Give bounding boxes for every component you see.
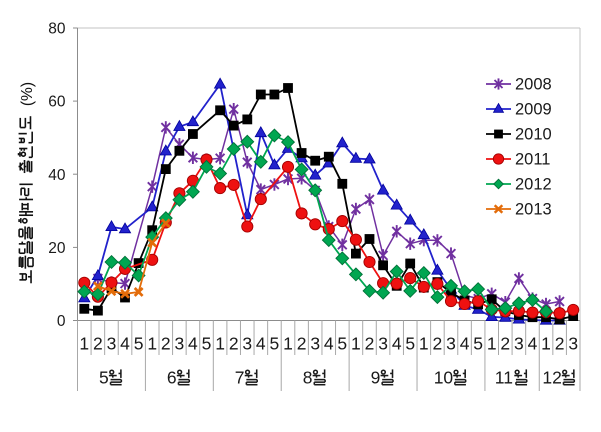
svg-text:1: 1 (541, 334, 551, 354)
svg-text:1: 1 (147, 334, 157, 354)
svg-text:5: 5 (202, 334, 212, 354)
svg-text:5: 5 (270, 334, 280, 354)
svg-text:4: 4 (324, 334, 334, 354)
svg-text:5: 5 (473, 334, 483, 354)
svg-text:9: 9 (371, 368, 381, 388)
svg-text:40: 40 (48, 167, 66, 184)
svg-text:2: 2 (433, 334, 443, 354)
svg-text:2: 2 (93, 334, 103, 354)
svg-text:1: 1 (351, 334, 361, 354)
svg-text:2009: 2009 (515, 101, 552, 119)
svg-text:1: 1 (419, 334, 429, 354)
svg-text:2011: 2011 (515, 151, 550, 169)
svg-text:3: 3 (378, 334, 388, 354)
svg-text:1: 1 (215, 334, 225, 354)
svg-text:3: 3 (310, 334, 320, 354)
svg-text:4: 4 (188, 334, 198, 354)
svg-text:2: 2 (500, 334, 510, 354)
svg-text:3: 3 (568, 334, 578, 354)
svg-text:12: 12 (542, 368, 561, 388)
svg-text:3: 3 (514, 334, 524, 354)
svg-text:2: 2 (161, 334, 171, 354)
svg-text:2: 2 (229, 334, 239, 354)
svg-text:6: 6 (167, 368, 177, 388)
svg-text:4: 4 (528, 334, 538, 354)
svg-text:2013: 2013 (515, 201, 552, 219)
svg-text:5: 5 (134, 334, 144, 354)
svg-text:5: 5 (99, 368, 109, 388)
svg-text:2: 2 (555, 334, 565, 354)
svg-text:8: 8 (303, 368, 313, 388)
svg-text:4: 4 (256, 334, 266, 354)
svg-text:60: 60 (48, 94, 66, 111)
svg-text:5: 5 (405, 334, 415, 354)
svg-text:10: 10 (434, 368, 454, 388)
svg-text:3: 3 (242, 334, 252, 354)
svg-text:1: 1 (79, 334, 89, 354)
svg-text:3: 3 (107, 334, 117, 354)
svg-text:1: 1 (283, 334, 293, 354)
svg-text:3: 3 (175, 334, 185, 354)
svg-text:4: 4 (392, 334, 402, 354)
svg-text:1: 1 (487, 334, 497, 354)
svg-text:5: 5 (337, 334, 347, 354)
svg-text:4: 4 (120, 334, 130, 354)
svg-text:2: 2 (365, 334, 375, 354)
svg-text:3: 3 (446, 334, 456, 354)
svg-text:2008: 2008 (515, 76, 552, 94)
svg-text:0: 0 (57, 313, 66, 330)
svg-text:4: 4 (460, 334, 470, 354)
svg-text:(%): (%) (19, 82, 36, 106)
svg-text:7: 7 (235, 368, 245, 388)
svg-text:2012: 2012 (515, 176, 552, 194)
svg-text:2010: 2010 (515, 126, 552, 144)
svg-text:11: 11 (495, 368, 513, 388)
svg-text:80: 80 (48, 21, 66, 38)
svg-text:20: 20 (48, 240, 66, 257)
svg-text:2: 2 (297, 334, 307, 354)
